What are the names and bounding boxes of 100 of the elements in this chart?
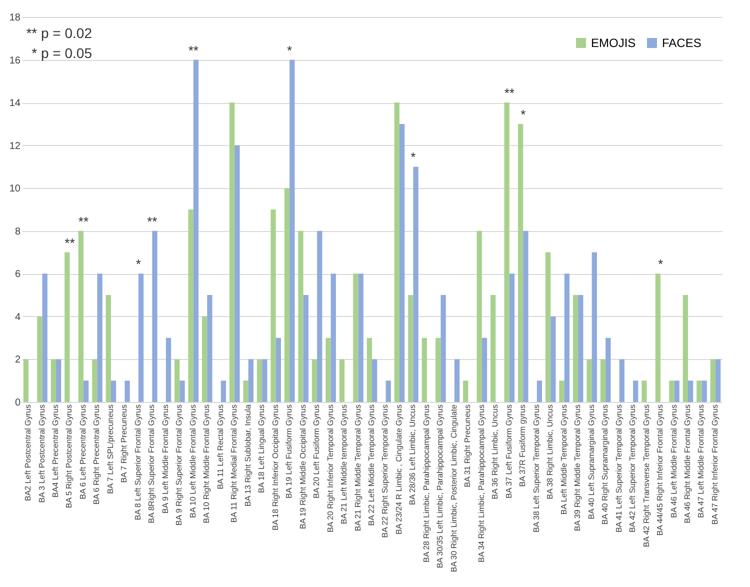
x-tick-label: BA 8Right Superior Frontal Gyrus: [147, 404, 156, 524]
bar: [386, 380, 391, 402]
x-tick-label: BA 41 Left Superior Temporal Gyrus: [614, 404, 624, 532]
bar: [326, 338, 331, 402]
x-tick-label: BA 11 Left Rectal Gyrus: [216, 404, 225, 490]
bar: [688, 380, 694, 402]
x-tick-label: BA 21 Right Middle Temporal Gyrus: [353, 404, 362, 532]
x-tick-label: BA 20 Left Fusiform Gyrus: [312, 404, 322, 498]
bar: [642, 380, 647, 402]
bar: [358, 274, 364, 402]
x-tick-label: BA 11 Right Medial Frontal Gyrus: [230, 404, 239, 523]
bar: [586, 359, 592, 402]
x-tick-label: BA 22 Left Middle Temporal Gyrus: [367, 404, 376, 526]
x-tick-label: BA 37R Fusiform gyrus: [518, 404, 528, 487]
x-tick-label: BA 31 Right Precuneus: [463, 404, 472, 488]
bar: [523, 230, 528, 402]
x-tick-label: BA 20 Right Inferior Temporal Gyrus: [326, 404, 335, 532]
bar: [559, 380, 564, 402]
x-tick-label: BA 6 Left Precentral Gyrus: [78, 404, 88, 500]
legend-label: EMOJIS: [591, 36, 636, 50]
bar: [504, 102, 510, 402]
x-tick-label: BA 9 Left Middle Frontal Gyrus: [160, 404, 170, 514]
annotation: **: [504, 86, 514, 101]
bar: [509, 274, 515, 402]
x-tick-label: BA 6 Right Precentral Gyrus: [92, 404, 102, 505]
y-tick-label: 16: [9, 55, 21, 66]
bar: [394, 102, 400, 402]
y-tick-label: 2: [14, 354, 21, 366]
x-tick-label: BA 28/36 Left Limbic, Uncus: [408, 404, 418, 505]
x-tick-label: BA 7 Left SPL/precuneus: [106, 404, 115, 494]
bar: [399, 124, 405, 402]
bar: [56, 359, 62, 402]
bar: [298, 230, 304, 402]
annotation: **: [64, 235, 75, 250]
bar: [152, 230, 158, 402]
bar: [23, 359, 29, 402]
bar: [270, 210, 276, 402]
bar: [193, 60, 199, 402]
bar: [276, 338, 281, 402]
bar: [702, 380, 707, 402]
x-tick-label: BA 10 Left Middle Frontal Gyrus: [188, 404, 198, 518]
x-tick-label: BA 42 Right Transverse Temporal Gyrus: [642, 404, 651, 548]
y-tick-label: 0: [14, 398, 21, 408]
x-tick-label: BA 7 Right Precuneus: [120, 404, 129, 483]
x-tick-label: BA 5 Right Postcentral Gyrus: [64, 404, 74, 508]
bar: [106, 295, 111, 402]
bar: [490, 295, 496, 402]
bar: [50, 359, 56, 402]
bar: [413, 166, 418, 402]
bar: [284, 188, 290, 402]
bar: [234, 145, 240, 402]
bar: [312, 359, 318, 402]
x-tick-label: BA 10 Right Middle Frontal Gyrus: [202, 404, 212, 524]
x-tick-label: BA 46 Left Middle Frontal Gyrus: [669, 404, 678, 518]
bar: [180, 380, 185, 402]
bar: [619, 359, 624, 402]
bar: [592, 252, 597, 402]
bar: [64, 252, 70, 402]
annotation: * p = 0.05: [32, 45, 92, 61]
y-tick-label: 10: [9, 184, 21, 195]
bar: [440, 295, 446, 402]
x-tick-label: BA 28 Right Limbic, Parahippocampal Gyrus: [422, 404, 431, 562]
bar: [42, 274, 48, 402]
bar: [256, 359, 262, 402]
bar: [696, 380, 702, 402]
x-tick-label: BA 19 Left Fusiform Gyrus: [284, 404, 294, 498]
x-tick-label: BA 44/45 Right Inferior Frontal Gyrus: [656, 404, 665, 536]
bar: [166, 338, 172, 402]
annotation: *: [136, 256, 141, 272]
bar: [174, 359, 180, 402]
x-tick-label: BA 42 Left Superior Temporal Gyrus: [628, 404, 638, 532]
x-tick-label: BA 47 Left Middle Frontal Gyrus: [696, 404, 706, 518]
bar: [366, 338, 372, 402]
x-tick-label: BA 8 Left Superior Frontal Gyrus: [133, 404, 142, 520]
bar: [536, 380, 542, 402]
bar: [248, 359, 254, 402]
x-tick-label: BA 47 Right Inferior Frontal Gyrus: [710, 404, 720, 525]
bar: [408, 295, 414, 402]
x-tick-label: BA 22 Right Superior Temporal Gyrus: [380, 404, 390, 538]
x-tick-label: BA 19 Right Middle Occipital Gyrus: [298, 404, 308, 529]
bar: [715, 359, 721, 402]
annotation: *: [410, 150, 416, 165]
bar: [202, 316, 208, 402]
bar: [578, 295, 584, 402]
x-tick-label: BA 13 Right Sublobar, Insula: [243, 404, 252, 506]
bar: [138, 274, 144, 402]
bar: [454, 359, 460, 402]
x-tick-label: BA Left Middle Temporal Gyrus: [559, 404, 568, 515]
bar: [207, 295, 212, 402]
bar: [83, 380, 89, 402]
legend-label: FACES: [662, 36, 702, 50]
bar: [564, 274, 570, 402]
bar: [92, 359, 98, 402]
bar: [655, 274, 661, 402]
y-tick-label: 4: [14, 312, 21, 323]
bar: [550, 316, 556, 402]
x-tick-label: BA 38 Right Limbic, Uncus: [546, 404, 555, 500]
bar: [220, 380, 226, 402]
annotation: **: [78, 214, 89, 229]
x-tick-label: BA2 Left Postcentral Gyrus: [24, 404, 33, 501]
